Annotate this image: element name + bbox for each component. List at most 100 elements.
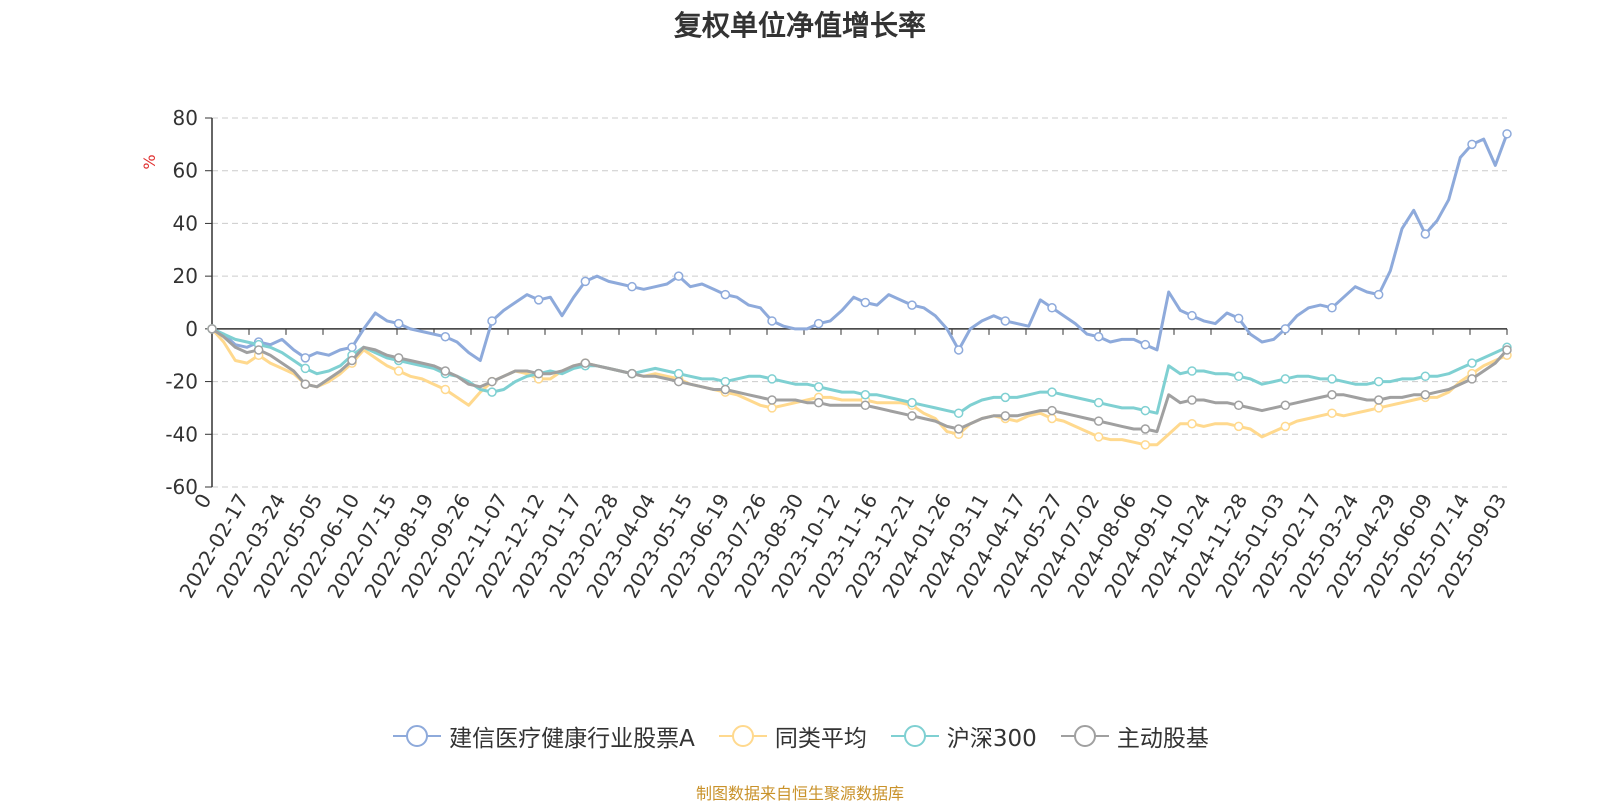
y-tick-label: -20	[165, 370, 198, 394]
series-point	[1280, 421, 1291, 432]
series-point	[440, 366, 451, 376]
series-point	[1280, 374, 1291, 384]
series-point	[1467, 358, 1477, 368]
y-tick-label: 20	[173, 264, 198, 288]
series-point	[1187, 366, 1197, 376]
series-point	[1000, 316, 1011, 326]
source-note: 制图数据来自恒生聚源数据库	[695, 784, 904, 803]
series-point	[533, 295, 544, 305]
series-point	[1140, 339, 1151, 350]
series-point	[1047, 413, 1057, 424]
series-point	[487, 376, 497, 387]
series-line-1	[210, 327, 1508, 447]
legend-swatch-icon	[1060, 725, 1109, 747]
series-point	[1467, 374, 1477, 384]
series-point	[720, 289, 731, 300]
series-point	[1000, 392, 1011, 403]
series-point	[580, 358, 591, 368]
series-point	[767, 374, 777, 384]
series-point	[953, 345, 964, 355]
series-point	[300, 363, 311, 374]
series-point	[1373, 395, 1384, 405]
series-point	[580, 276, 591, 287]
series-point	[347, 355, 357, 366]
series-point	[1233, 313, 1244, 324]
series-point	[1047, 405, 1057, 416]
series-point	[300, 353, 311, 363]
legend-swatch-icon	[718, 725, 767, 747]
series-point	[1140, 440, 1151, 450]
legend-item[interactable]: 建信医疗健康行业股票A	[391, 719, 695, 753]
chart-plot: -60 -40 -20 0 20 40 60 80 02022-02-172022-03-24…	[140, 106, 1512, 603]
series-point	[1327, 390, 1337, 400]
y-tick-label: -60	[165, 475, 198, 499]
series-point	[673, 271, 684, 281]
series-point	[953, 408, 964, 418]
series-point	[1187, 418, 1197, 429]
series-point	[1327, 303, 1337, 313]
series-point	[1093, 332, 1104, 342]
series-point	[1047, 303, 1057, 313]
series-point	[1327, 374, 1337, 384]
legend-label: 建信医疗健康行业股票A	[449, 726, 695, 752]
series-point	[1233, 421, 1244, 432]
series-line-3	[211, 327, 1509, 434]
legend: 建信医疗健康行业股票A 同类平均 沪深300 主动股基	[0, 719, 1600, 753]
series-point	[860, 390, 871, 400]
legend-item[interactable]: 主动股基	[1059, 719, 1209, 753]
series-point	[767, 395, 777, 405]
axes	[205, 117, 1508, 488]
series-lines	[207, 129, 1512, 450]
series-point	[1233, 400, 1244, 411]
y-tick-label: 60	[173, 159, 198, 183]
y-tick-labels: -60 -40 -20 0 20 40 60 80	[165, 106, 198, 499]
series-point	[1502, 345, 1512, 355]
y-tick-label: 40	[173, 211, 198, 235]
series-point	[300, 379, 311, 389]
series-point	[1187, 395, 1197, 405]
legend-item[interactable]: 沪深300	[889, 719, 1037, 753]
y-tick-label: 0	[185, 317, 198, 341]
series-point	[627, 281, 637, 292]
legend-swatch-icon	[393, 725, 442, 747]
legend-label: 同类平均	[774, 726, 867, 752]
series-point	[1467, 139, 1477, 150]
x-tick-label: 0	[189, 490, 216, 513]
series-point	[860, 297, 871, 308]
y-tick-label: -40	[165, 422, 198, 446]
series-point	[1187, 310, 1197, 321]
series-point	[813, 318, 824, 329]
series-point	[627, 368, 637, 379]
legend-item[interactable]: 同类平均	[717, 719, 867, 753]
series-point	[393, 366, 404, 376]
series-point	[720, 384, 731, 395]
series-point	[673, 376, 684, 387]
series-point	[487, 316, 497, 326]
series-point	[1373, 376, 1384, 387]
series-point	[1093, 416, 1104, 426]
grid-lines	[212, 117, 1507, 488]
series-point	[767, 316, 777, 326]
series-point	[440, 332, 451, 342]
chart-title: 复权单位净值增长率	[673, 9, 926, 42]
series-line-2	[211, 327, 1508, 415]
series-point	[1373, 289, 1384, 300]
series-point	[347, 342, 357, 353]
series-point	[907, 397, 917, 408]
series-point	[1420, 229, 1431, 239]
series-point	[1420, 371, 1431, 382]
series-point	[393, 318, 404, 329]
series-point	[720, 376, 731, 387]
series-point	[813, 382, 824, 392]
x-tick-labels: 02022-02-172022-03-242022-05-052022-06-1…	[174, 490, 1511, 603]
series-point	[393, 353, 404, 363]
series-point	[1047, 387, 1057, 397]
series-point	[953, 424, 964, 434]
series-point	[1280, 324, 1291, 334]
series-point	[440, 384, 451, 395]
y-tick-label: 80	[173, 106, 198, 130]
series-point	[253, 345, 264, 355]
series-point	[1093, 397, 1104, 408]
series-point	[907, 300, 917, 310]
series-point	[533, 368, 544, 379]
